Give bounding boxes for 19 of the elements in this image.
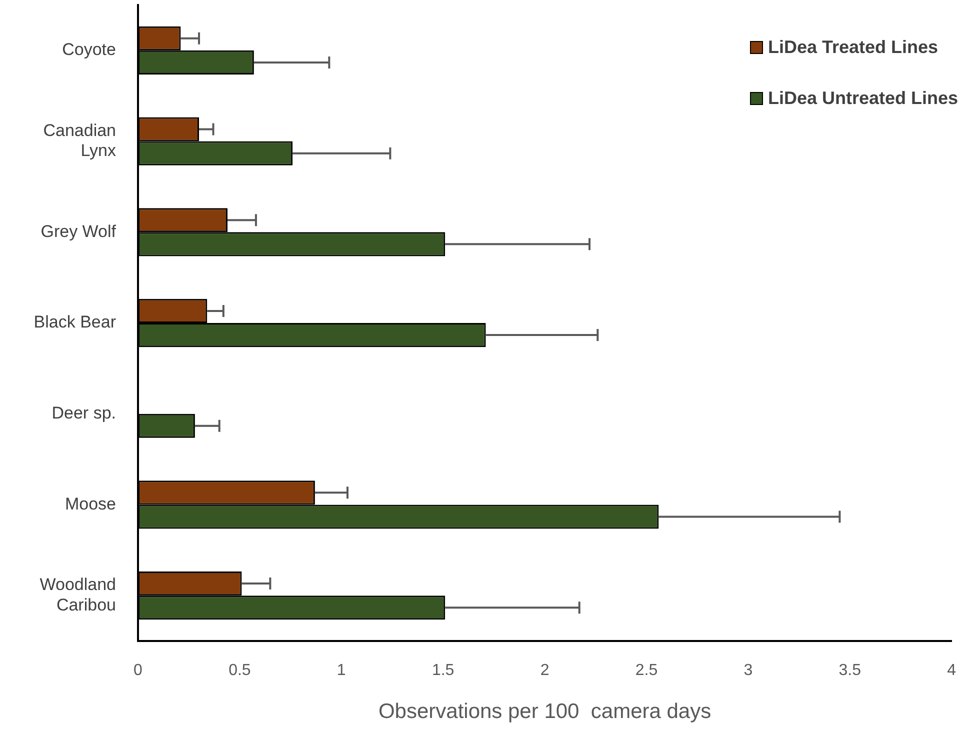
x-tick-label: 3	[744, 662, 753, 680]
legend-label: LiDea Untreated Lines	[768, 88, 958, 109]
y-tick-label: Canadian Lynx	[43, 120, 116, 160]
y-tick-label: Black Bear	[34, 312, 116, 332]
x-tick-label: 0	[134, 662, 143, 680]
x-tick-label: 3.5	[838, 662, 862, 680]
x-tick-label: 1.5	[432, 662, 454, 680]
y-tick-label: Grey Wolf	[40, 222, 116, 241]
y-tick-label: Woodland Caribou	[40, 575, 116, 614]
x-tick-label: 2.5	[635, 662, 658, 680]
y-tick-label: Coyote	[62, 40, 116, 60]
y-tick-label: Deer sp.	[52, 404, 116, 423]
legend-label: LiDea Treated Lines	[768, 37, 938, 58]
x-tick-label: 2	[540, 662, 550, 680]
y-tick-label: Moose	[64, 494, 116, 514]
x-axis-title: Observations per 100 camera days	[378, 700, 712, 724]
x-tick-label: 1	[336, 662, 346, 680]
x-tick-label: 4	[947, 662, 956, 680]
x-tick-label: 0.5	[228, 662, 251, 680]
